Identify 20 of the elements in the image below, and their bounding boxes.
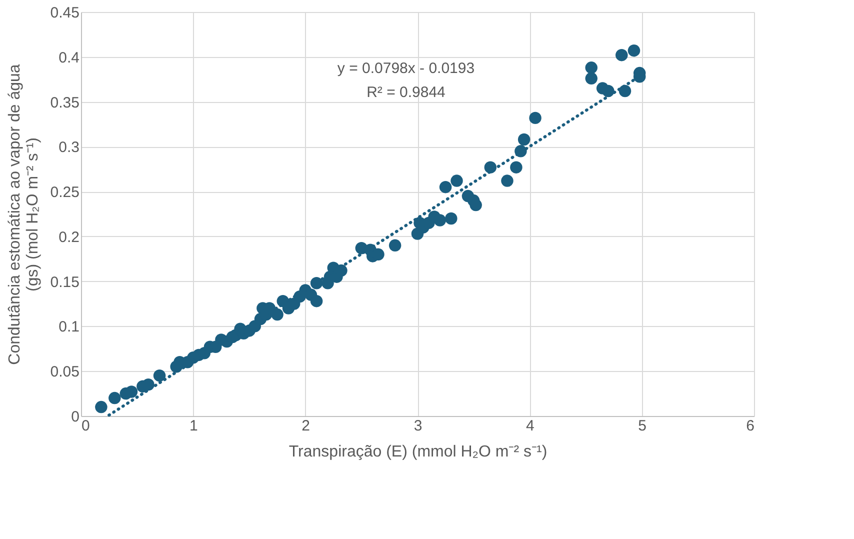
y-tick-label: 0.45 — [50, 4, 80, 22]
x-tick-label: 1 — [189, 418, 198, 434]
x-tick-label: 2 — [302, 418, 310, 434]
x-tick-label: 3 — [414, 418, 422, 434]
y-axis-title: Condutância estomática ao vapor de água (gs) (mol H₂O m⁻² s⁻¹) — [6, 64, 42, 365]
y-tick-label: 0.1 — [58, 318, 80, 336]
x-axis-title: Transpiração (E) (mmol H₂O m⁻² s⁻¹) — [288, 444, 548, 460]
y-tick-label: 0.15 — [50, 274, 80, 291]
y-tick-label: 0.3 — [58, 139, 80, 156]
x-tick-label: 5 — [638, 418, 647, 434]
y-tick-label: 0.4 — [58, 49, 80, 66]
annotation: R² = 0.9844 — [366, 84, 446, 101]
x-tick-label: 4 — [526, 418, 534, 434]
x-tick-label: 0 — [82, 418, 90, 434]
annotation: y = 0.0798x - 0.0193 — [337, 60, 475, 77]
y-tick-label: 0.05 — [50, 364, 80, 381]
y-tick-label: 0.2 — [58, 228, 80, 246]
x-tick-label: 6 — [746, 418, 754, 434]
y-tick-label: 0.35 — [50, 94, 80, 112]
y-tick-label: 0.25 — [50, 184, 80, 202]
